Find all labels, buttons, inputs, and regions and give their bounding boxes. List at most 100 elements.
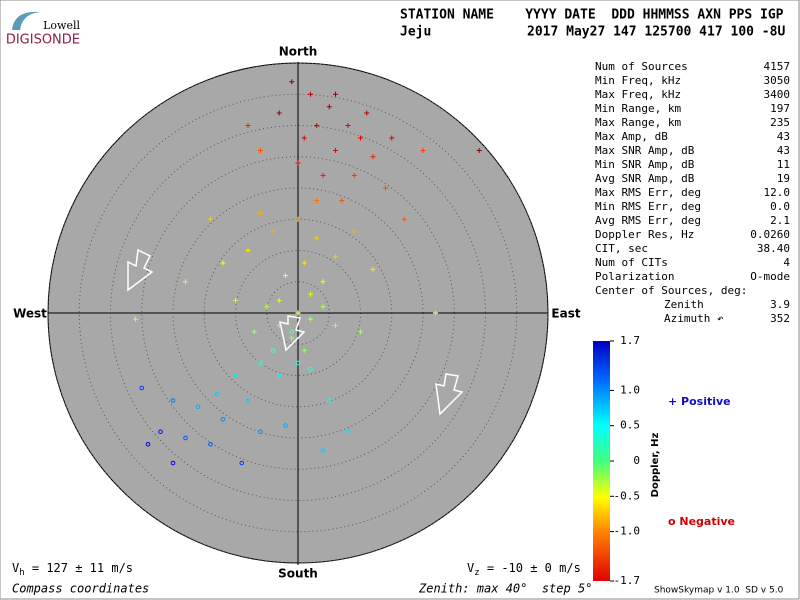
positive-source [333,254,338,260]
positive-source [345,123,351,128]
stat-value: 38.40 [757,242,790,255]
stat-label: Num of Sources [595,60,688,73]
negative-source [308,366,313,372]
colorbar-tick-label: -1.7 [614,574,641,587]
colorbar-tick-label: 1.0 [620,383,640,396]
positive-source [314,123,320,128]
vh-sub: h [19,568,24,578]
positive-source [351,229,357,235]
positive-source [333,323,338,328]
legend-negative: o Negative [668,515,735,528]
positive-source [289,335,295,341]
timestamp: 2017 May27 147 125700 417 100 -8U [527,25,785,40]
negative-source [170,398,176,403]
negative-source [345,429,351,435]
positive-source [270,229,276,235]
negative-source [220,416,226,422]
stat-value: 0.0 [770,200,790,213]
stat-label: Min Range, km [595,102,681,115]
stat-value: 43 [777,130,790,143]
positive-source [401,216,407,222]
colorbar-label: Doppler, Hz [650,433,661,498]
positive-source [314,235,320,241]
positive-source [301,135,307,141]
negative-source [145,441,151,447]
positive-source [308,291,313,297]
stat-label: Max SNR Amp, dB [595,144,695,157]
stat-value: 235 [770,116,790,129]
negative-source [239,460,245,466]
positive-source [339,198,345,203]
stat-value: 12.0 [764,186,791,199]
positive-source [295,216,301,222]
zenith-value: 3.9 [770,298,790,311]
positive-source [326,104,332,110]
azimuth-value: 352 [770,312,790,325]
stat-label: Max Freq, kHz [595,88,681,101]
stat-label: CIT, sec [595,242,648,255]
negative-source [289,329,295,335]
stat-label: Min Freq, kHz [595,74,681,87]
stat-value: 3050 [764,74,791,87]
south-label: South [278,567,318,581]
stat-value: 43 [777,144,790,157]
positive-source [364,110,370,116]
colorbar-tick-label: 1.7 [620,334,640,347]
positive-source [276,298,282,303]
colorbar-tick-label: 0 [633,454,640,467]
positive-source [333,148,338,153]
colorbar-tick-label: -0.5 [614,489,641,502]
negative-source [245,398,251,403]
stat-label: Max Amp, dB [595,130,668,143]
negative-source [258,429,263,435]
positive-source [133,316,138,322]
north-label: North [279,45,317,59]
positive-source [308,91,313,97]
positive-source [295,160,301,166]
west-label: West [13,307,47,321]
vz-sub: z [474,568,479,578]
positive-source [420,148,426,153]
stat-value: 4 [783,256,790,269]
negative-source [214,391,220,397]
negative-source [258,360,263,366]
positive-source [258,210,263,216]
stat-label: Min RMS Err, deg [595,200,701,213]
positive-source [289,79,295,85]
positive-source [301,260,307,266]
positive-source [320,304,326,310]
negative-source [158,429,163,435]
negative-source [139,385,145,391]
positive-source [476,148,482,153]
stat-value: 0.0260 [750,228,790,241]
vz-symbol: V [467,561,474,575]
negative-source [233,373,238,378]
version-note: ShowSkymap v 1.0 SD v 5.0 [654,586,784,596]
negative-source [276,373,282,378]
positive-source [183,279,188,285]
zenith-note: Zenith: max 40° step 5° [418,582,592,596]
positive-source [264,304,270,310]
stat-value: 2.1 [770,214,790,227]
positive-source [301,348,307,353]
positive-source [320,279,326,285]
positive-source [245,248,251,253]
negative-source [170,460,176,466]
negative-source [326,398,332,403]
positive-source [333,91,338,97]
colorbar-tick-label: 0.5 [620,419,640,432]
stat-label: Num of CITs [595,256,668,269]
positive-source [208,216,213,222]
negative-source [320,448,326,453]
vh-value: = 127 ± 11 m/s [25,561,133,575]
positive-source [220,260,226,266]
vh-symbol: V [12,561,19,575]
positive-source [320,173,326,178]
positive-source [351,173,357,178]
negative-source [183,435,188,441]
negative-source [195,404,201,410]
vz-value: = -10 ± 0 m/s [480,561,581,575]
positive-source [233,298,238,303]
positive-source [370,154,376,160]
